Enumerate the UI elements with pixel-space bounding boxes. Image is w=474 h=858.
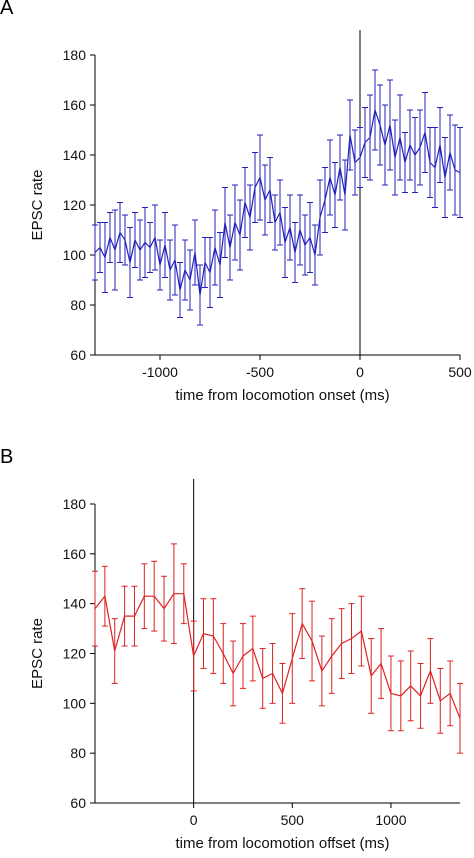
y-tick-label-a: 140	[63, 147, 87, 163]
x-axis-label-b: time from locomotion offset (ms)	[176, 835, 390, 852]
y-tick-label-b: 100	[63, 695, 87, 711]
y-tick-label-a: 80	[70, 297, 86, 313]
mean-line-a	[94, 109, 461, 296]
y-tick-label-b: 160	[63, 546, 87, 562]
panel-b-label: B	[0, 446, 14, 468]
x-tick-label-a: 500	[448, 364, 472, 380]
y-tick-label-a: 60	[70, 347, 86, 363]
y-tick-label-a: 120	[63, 197, 87, 213]
x-tick-label-a: -1000	[142, 364, 178, 380]
x-tick-label-a: 0	[356, 364, 364, 380]
y-tick-label-b: 60	[70, 795, 86, 811]
x-axis-label-a: time from locomotion onset (ms)	[175, 387, 389, 404]
y-tick-label-a: 180	[63, 47, 87, 63]
y-tick-label-b: 80	[70, 745, 86, 761]
y-axis-label-b: EPSC rate	[29, 618, 46, 689]
y-tick-label-b: 120	[63, 646, 87, 662]
x-tick-label-b: 0	[190, 812, 198, 828]
y-tick-label-b: 180	[63, 496, 87, 512]
x-tick-label-b: 1000	[375, 812, 406, 828]
x-tick-label-a: -500	[246, 364, 274, 380]
y-tick-label-a: 160	[63, 97, 87, 113]
x-tick-label-b: 500	[281, 812, 305, 828]
mean-line-b	[94, 593, 461, 719]
panel-a-label: A	[0, 0, 14, 19]
y-axis-label-a: EPSC rate	[29, 170, 46, 241]
y-tick-label-a: 100	[63, 247, 87, 263]
y-tick-label-b: 140	[63, 596, 87, 612]
